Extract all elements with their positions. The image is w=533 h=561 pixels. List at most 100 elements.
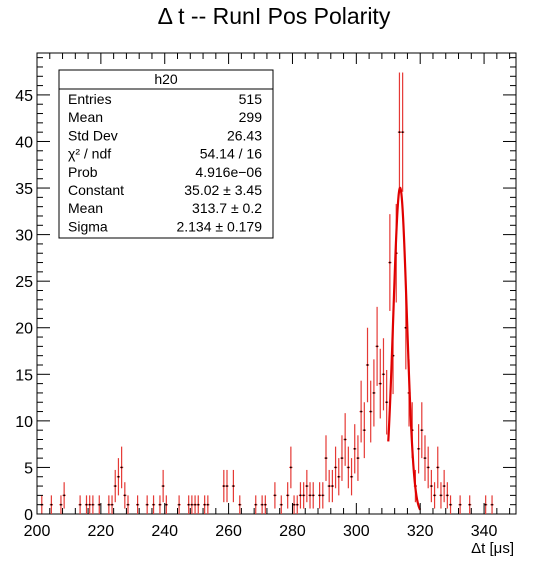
marker (318, 494, 321, 497)
data-point (59, 495, 63, 514)
data-point (120, 446, 124, 489)
data-point (126, 495, 130, 514)
marker (337, 475, 340, 478)
marker (187, 503, 190, 506)
marker (98, 503, 101, 506)
data-point (145, 495, 149, 514)
stats-box-name: h20 (154, 71, 178, 87)
marker (347, 466, 350, 469)
marker (88, 503, 91, 506)
x-axis-title: Δt [μs] (471, 540, 514, 557)
data-point (436, 446, 440, 489)
marker (417, 448, 420, 450)
axes: 200 220 240 260 280 300 320 340 0 5 10 15 20 25 30 35 40… (15, 53, 516, 540)
data-point (238, 495, 242, 514)
data-point (84, 495, 89, 514)
marker (226, 485, 228, 487)
data-point (401, 72, 405, 192)
y-tick-label: 30 (15, 228, 33, 245)
marker (261, 503, 263, 506)
stats-row-value: 26.43 (227, 127, 262, 143)
data-point (62, 482, 66, 509)
data-point (378, 348, 382, 419)
data-point (362, 402, 366, 459)
marker (436, 466, 439, 469)
data-point (286, 482, 290, 509)
data-point (432, 482, 437, 509)
marker (136, 503, 139, 506)
data-point (273, 482, 277, 509)
marker (398, 131, 401, 133)
data-point (279, 495, 283, 514)
marker (379, 382, 382, 385)
data-point (369, 380, 373, 443)
data-point (349, 458, 354, 496)
data-point (375, 306, 379, 386)
marker (443, 485, 445, 487)
x-tick-label: 320 (407, 523, 434, 540)
marker (111, 503, 113, 506)
data-point (254, 495, 258, 514)
marker (440, 494, 442, 497)
data-point (330, 469, 334, 503)
data-point (107, 495, 111, 514)
marker (238, 503, 241, 506)
x-tick-label: 240 (151, 523, 178, 540)
data-point (302, 482, 306, 509)
marker (385, 401, 388, 404)
data-point (439, 482, 443, 509)
marker (293, 503, 295, 506)
data-point (429, 469, 433, 503)
marker (389, 261, 391, 264)
data-point (97, 495, 101, 514)
data-point (426, 446, 430, 489)
data-point (397, 72, 402, 192)
marker (328, 485, 330, 487)
data-point (260, 495, 264, 514)
data-point (321, 482, 325, 509)
marker (430, 485, 433, 487)
marker (60, 503, 62, 506)
marker (401, 131, 404, 133)
marker (114, 485, 117, 487)
marker (127, 503, 129, 506)
marker (124, 494, 126, 497)
stats-row-value: 35.02 ± 3.45 (184, 182, 262, 198)
x-tick-label: 200 (24, 523, 51, 540)
data-point (161, 469, 165, 503)
marker (108, 503, 110, 506)
marker (207, 503, 209, 506)
stats-row-label: χ² / ndf (68, 146, 111, 162)
data-point (203, 495, 207, 514)
stats-row-value: 299 (239, 109, 263, 125)
marker (373, 392, 375, 394)
x-tick-label: 300 (343, 523, 370, 540)
marker (203, 503, 206, 506)
marker (306, 485, 308, 487)
marker (85, 503, 88, 506)
marker (92, 503, 94, 506)
stats-box: h20 Entries 515 Mean 299 Std Dev 26.43 χ² / nd… (58, 69, 274, 239)
data-point (190, 495, 194, 514)
data-point (187, 495, 191, 514)
x-tick-label: 260 (215, 523, 242, 540)
stats-row-value: 2.134 ± 0.179 (176, 218, 262, 234)
data-point (346, 446, 350, 489)
data-point (289, 446, 293, 489)
data-point (88, 495, 92, 514)
stats-row-value: 54.14 / 16 (200, 146, 262, 162)
stats-row-label: Sigma (68, 218, 108, 234)
y-tick-label: 20 (15, 321, 33, 338)
data-point (445, 482, 449, 509)
data-point (356, 435, 360, 481)
marker (376, 345, 378, 348)
x-tick-label: 340 (471, 523, 498, 540)
marker (264, 503, 267, 506)
stats-row-label: Mean (68, 200, 103, 216)
data-point (484, 495, 488, 514)
marker (146, 503, 148, 506)
marker (165, 503, 168, 506)
marker (382, 373, 385, 376)
data-point (359, 380, 363, 443)
data-point (298, 482, 303, 509)
